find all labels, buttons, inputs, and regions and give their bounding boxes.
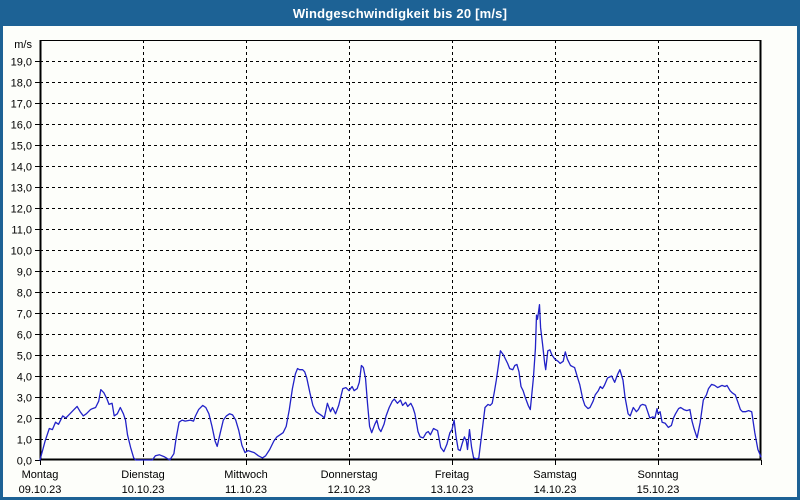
wind-speed-chart: 0,0 1,0 2,0 3,0 4,0 5,0 6,0 7,0 8,0 9,0 10,0 11,0 12… [0,26,800,500]
axis-label: 12,0 [11,204,32,216]
title-bar: Windgeschwindigkeit bis 20 [m/s] [0,0,800,26]
axis-label: 16,0 [11,120,32,132]
x-axis-day-label: Dienstag [121,469,164,481]
axis-label: 11,0 [11,225,32,237]
wind-speed-series-line [39,303,762,461]
axis-label: 6,0 [17,330,32,342]
x-axis-date-label: 15.10.23 [637,484,680,496]
axis-label: 18,0 [11,78,32,90]
axis-label: 1,0 [17,435,32,447]
axis-label: 10,0 [11,246,32,258]
axis-label: 5,0 [17,351,32,363]
axis-label: 17,0 [11,99,32,111]
axis-label: 19,0 [11,57,32,69]
axis-label: 3,0 [17,393,32,405]
x-axis-date-label: 11.10.23 [225,484,267,496]
x-axis-date-label: 09.10.23 [19,484,62,496]
axis-label: 9,0 [17,267,32,279]
axis-label: 13,0 [11,183,32,195]
axis-label: 14,0 [11,162,32,174]
x-axis-date-label: 13.10.23 [431,484,474,496]
axis-label: 7,0 [17,309,32,321]
axis-label: 15,0 [11,141,32,153]
x-axis-day-label: Freitag [435,469,469,481]
x-axis-date-label: 10.10.23 [122,484,165,496]
x-axis-day-label: Sonntag [638,469,679,481]
chart-canvas: 0,0 1,0 2,0 3,0 4,0 5,0 6,0 7,0 8,0 9,0 10,0 11,0 12… [11,39,762,496]
axis-label: 4,0 [17,372,32,384]
y-axis-unit-label: m/s [14,39,32,51]
x-axis-date-label: 14.10.23 [534,484,577,496]
x-axis-day-label: Mittwoch [224,469,267,481]
axis-label: 0,0 [17,456,32,468]
axis-label: 8,0 [17,288,32,300]
axis-label: 2,0 [17,414,32,426]
chart-title: Windgeschwindigkeit bis 20 [m/s] [292,5,508,21]
x-axis-day-label: Montag [22,469,59,481]
x-axis-date-label: 12.10.23 [328,484,371,496]
x-axis-day-label: Samstag [533,469,576,481]
x-axis-day-label: Donnerstag [321,469,378,481]
